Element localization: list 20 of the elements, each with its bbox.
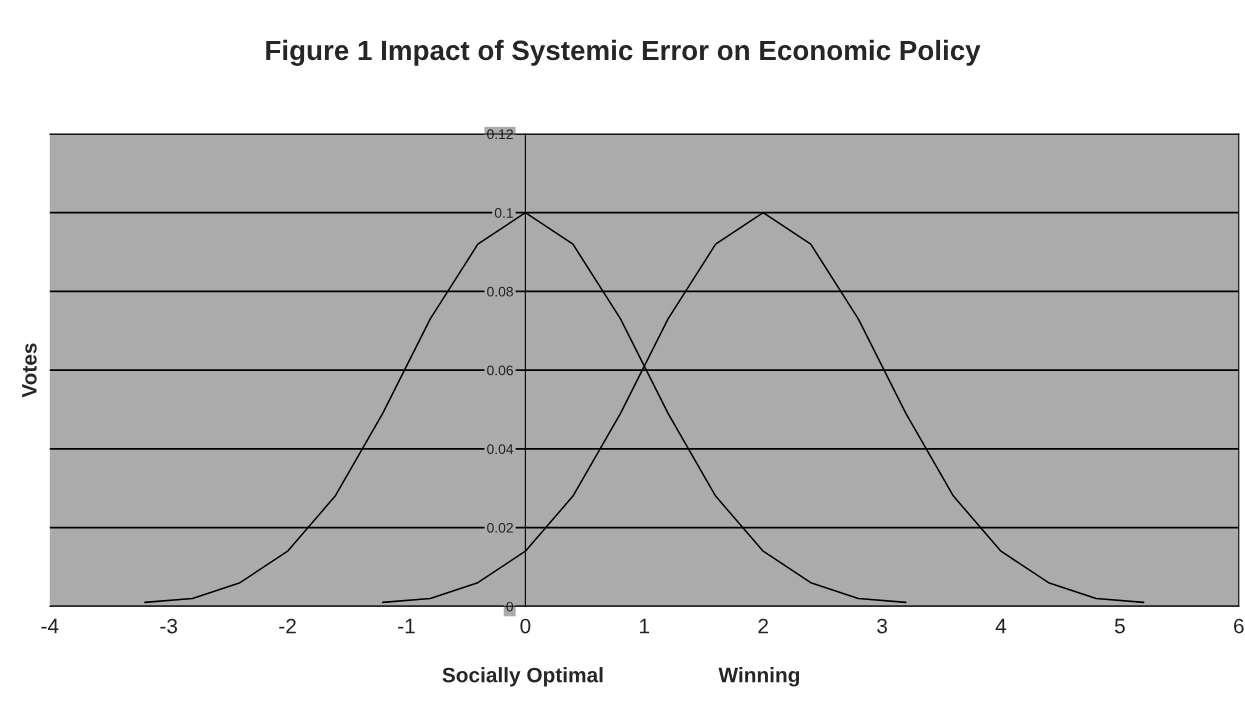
x-tick-label: 6: [1234, 618, 1244, 634]
chart-title: Figure 1 Impact of Systemic Error on Economic Policy: [266, 39, 981, 66]
y-tick-label: 0.08: [487, 286, 513, 297]
y-tick-label: 0.1: [494, 208, 513, 218]
x-tick-label: -1: [398, 618, 415, 634]
x-tick-label: -2: [279, 618, 296, 634]
x-tick-label: -3: [160, 618, 178, 634]
x-tick-label: -4: [41, 618, 59, 634]
x-tick-label: 2: [758, 618, 768, 634]
text: Socially Optimal: [442, 667, 603, 687]
text: Winning: [718, 667, 800, 687]
x-tick-label: 0: [520, 618, 531, 634]
x-tick-label: 1: [640, 618, 650, 634]
y-axis-title: Votes: [22, 343, 37, 398]
x-tick-label: 3: [877, 618, 887, 634]
y-tick-label: 0.06: [487, 365, 513, 376]
x-tick-label: 5: [1114, 618, 1125, 634]
x-tick-label: 4: [995, 618, 1007, 634]
y-tick-label: 0.02: [487, 522, 513, 533]
y-tick-label: 0.04: [487, 444, 514, 455]
